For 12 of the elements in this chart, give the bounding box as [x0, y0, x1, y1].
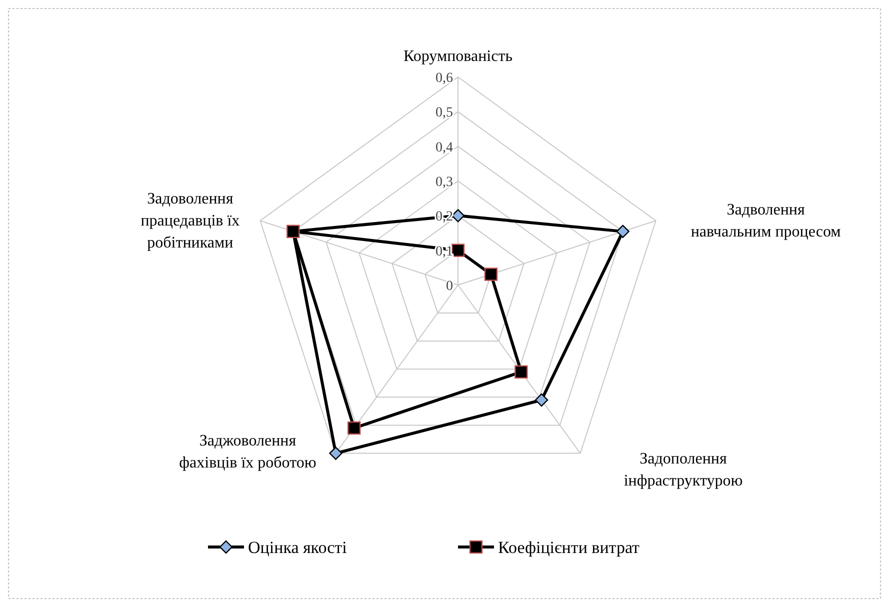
spoke-label: Задволення навчальним процесом [690, 202, 841, 241]
y-tick-label: 0,6 [436, 71, 453, 86]
spoke-label: Заджоволення фахівців їх роботою [179, 432, 316, 472]
spoke-label: Задоволення працедавців їх робітниками [140, 190, 240, 252]
y-tick-label: 0,4 [436, 140, 453, 156]
spoke-label: Корумпованість [404, 48, 512, 65]
legend-label: Оцінка якості [248, 538, 348, 557]
y-tick-label: 0,3 [436, 175, 453, 190]
y-tick-label: 0 [446, 279, 453, 294]
legend-label: Коефіцієнти витрат [498, 538, 640, 557]
y-tick-label: 0,5 [436, 106, 453, 121]
spoke-label: Задополення інфраструктурою [624, 450, 743, 490]
